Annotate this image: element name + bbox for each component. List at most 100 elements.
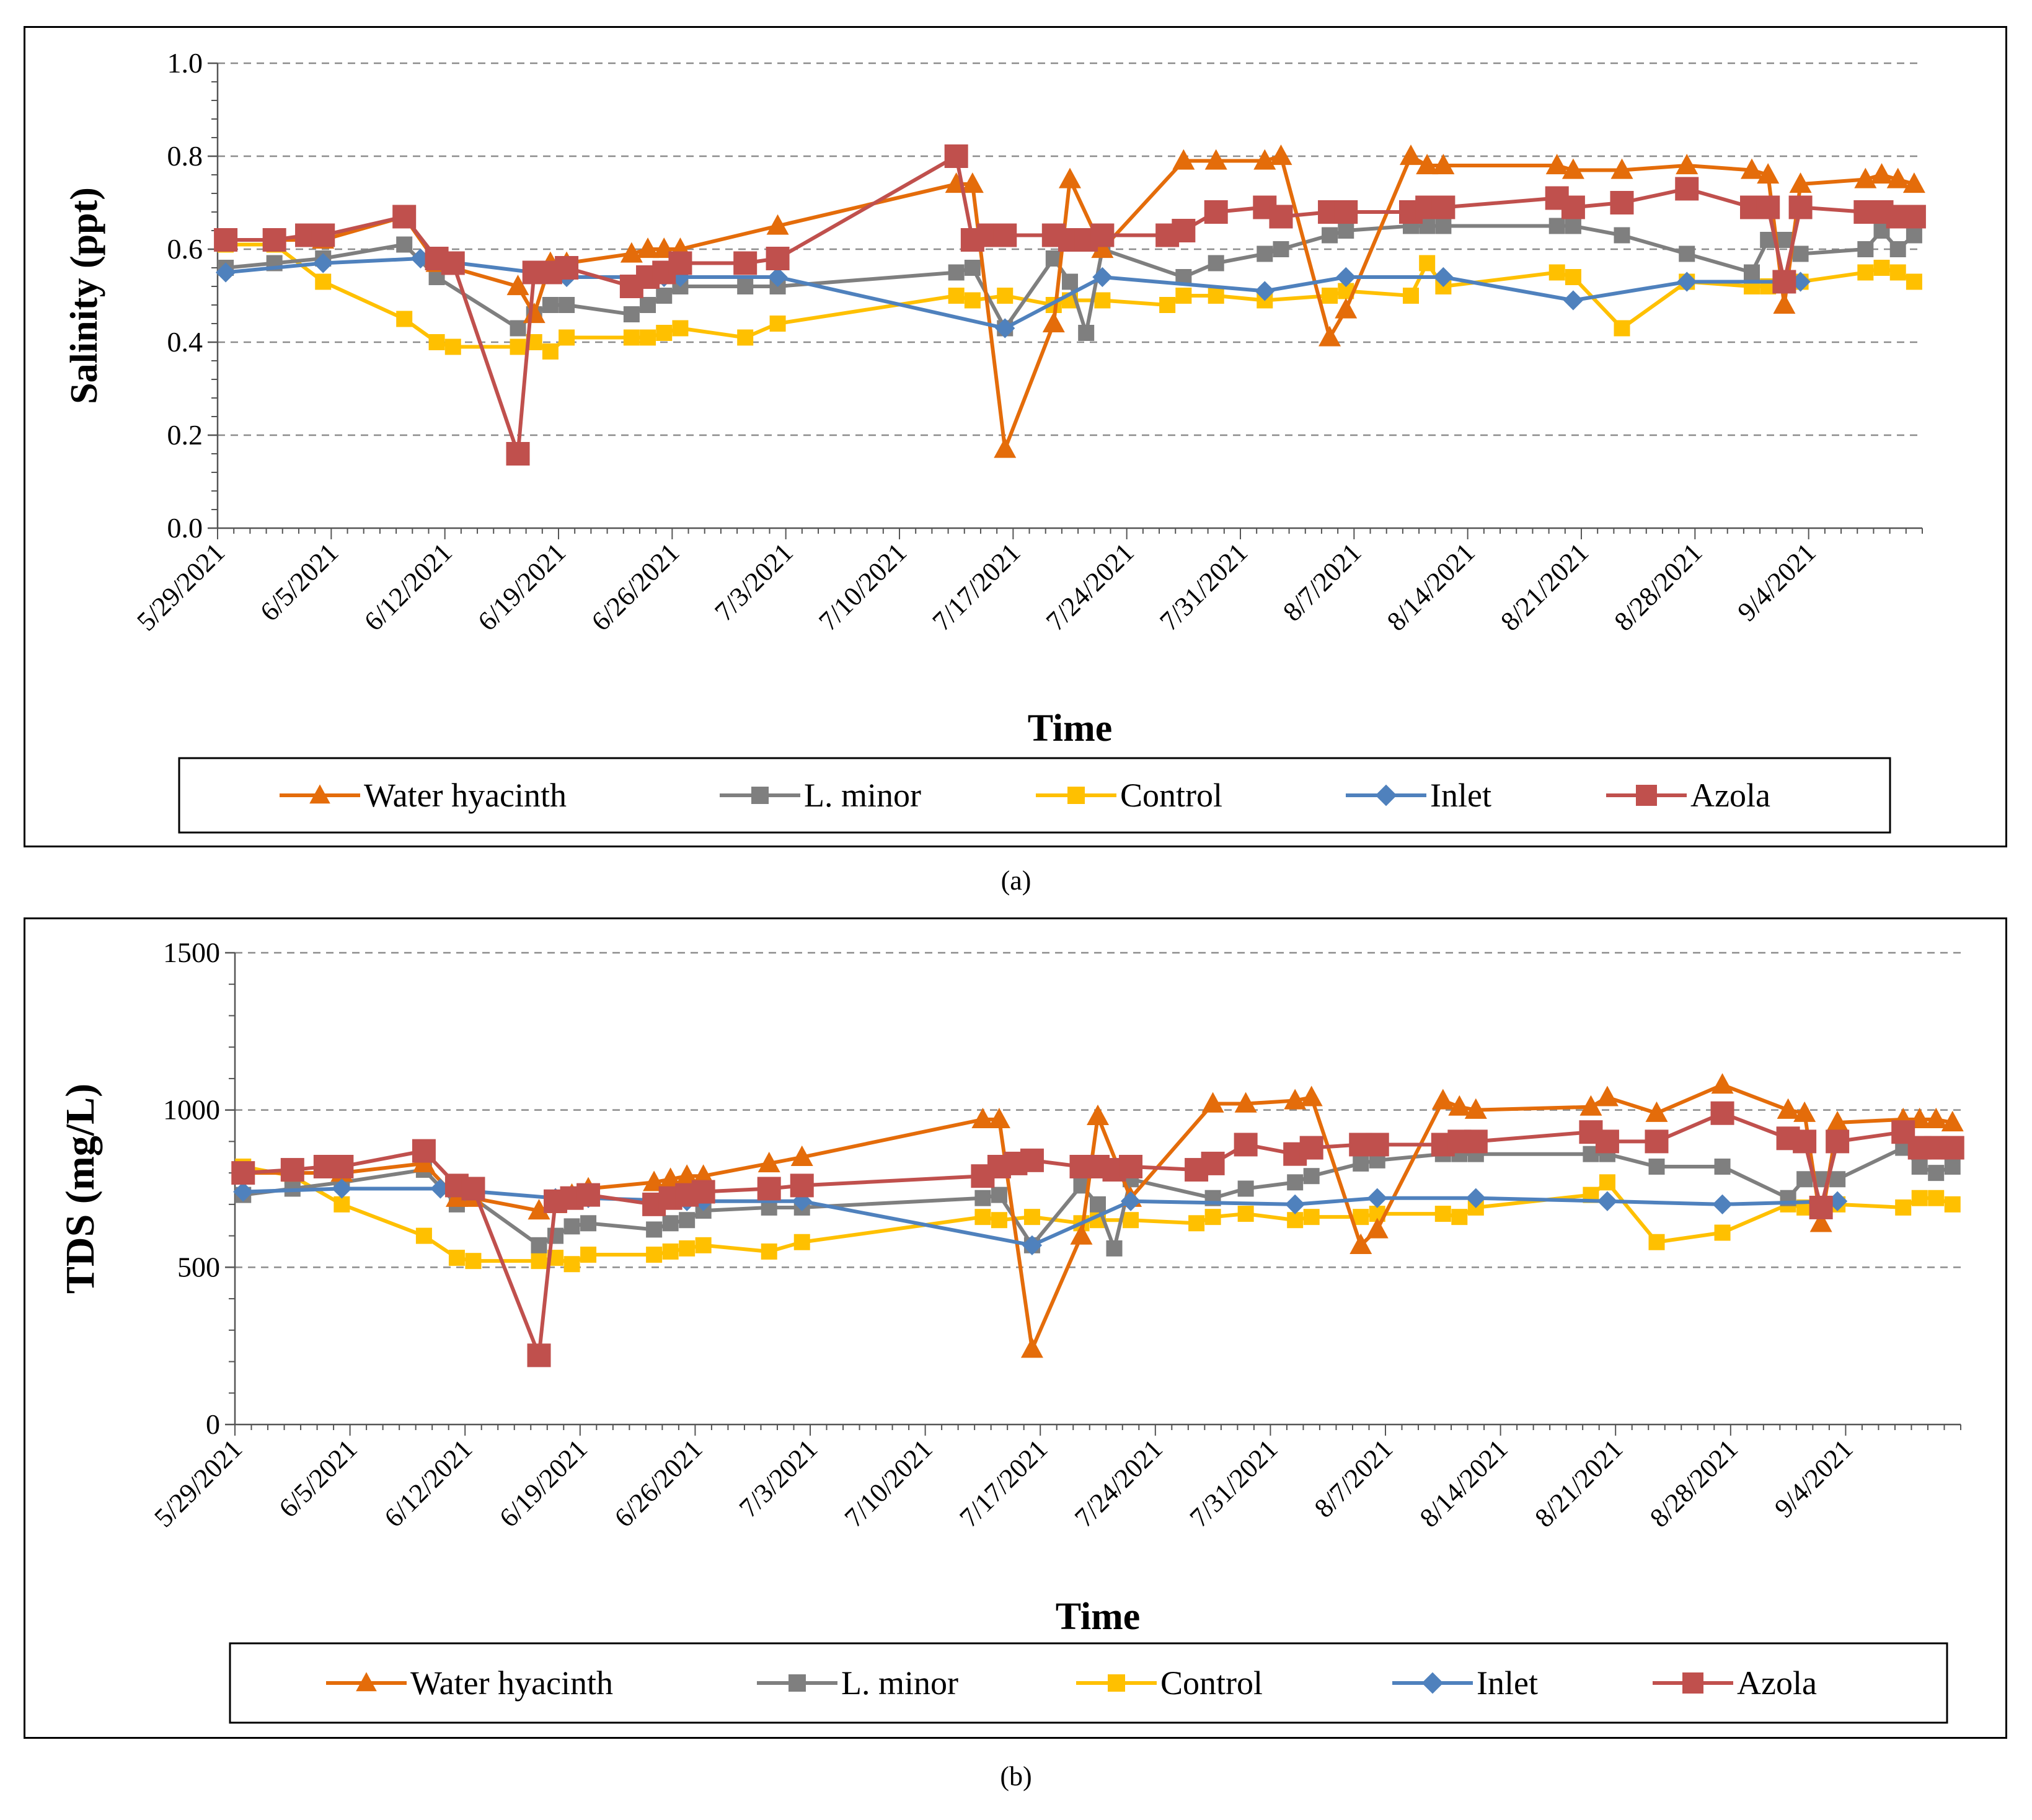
salinity-point-water-hyacinth bbox=[1886, 167, 1909, 188]
tds-point-azola bbox=[1201, 1151, 1225, 1175]
tds-point-water-hyacinth bbox=[1596, 1085, 1619, 1107]
tds-point-l-minor bbox=[1090, 1196, 1106, 1213]
tds-y-tick-label: 500 bbox=[177, 1251, 220, 1283]
tds-point-l-minor bbox=[1944, 1158, 1961, 1175]
caption-a: (a) bbox=[1001, 865, 1031, 896]
salinity-chart: 0.0 0.2 0.4 0.6 0.8 1.0 5/29/2021 6/5/2021 6/12/… bbox=[63, 47, 1926, 834]
tds-point-l-minor bbox=[1911, 1158, 1928, 1175]
salinity-point-control bbox=[640, 329, 656, 346]
tds-point-azola bbox=[1940, 1136, 1964, 1160]
salinity-point-control bbox=[948, 288, 965, 304]
tds-point-control bbox=[1204, 1209, 1221, 1226]
tds-point-water-hyacinth bbox=[1020, 1337, 1043, 1358]
tds-point-inlet bbox=[1022, 1235, 1043, 1255]
tds-y-axis-title: TDS (mg/L) bbox=[58, 1084, 103, 1294]
salinity-point-control bbox=[428, 334, 445, 350]
tds-point-azola bbox=[1793, 1129, 1817, 1154]
tds-point-azola bbox=[576, 1183, 601, 1207]
salinity-point-control bbox=[1403, 288, 1419, 304]
salinity-y-tick-label: 0.6 bbox=[167, 233, 203, 265]
tds-point-control bbox=[580, 1247, 597, 1263]
tds-point-control bbox=[991, 1212, 1007, 1229]
salinity-point-l-minor bbox=[1792, 245, 1809, 262]
tds-point-control bbox=[1023, 1209, 1040, 1226]
tds-point-control bbox=[695, 1237, 712, 1253]
tds-point-water-hyacinth bbox=[1070, 1224, 1093, 1245]
salinity-point-water-hyacinth bbox=[1172, 149, 1195, 170]
tds-point-control bbox=[761, 1243, 777, 1260]
tds-point-l-minor bbox=[662, 1215, 679, 1232]
tds-point-l-minor bbox=[1303, 1168, 1320, 1185]
tds-point-azola bbox=[1119, 1154, 1143, 1178]
tds-point-azola bbox=[330, 1154, 354, 1178]
tds-point-azola bbox=[790, 1173, 814, 1198]
salinity-legend-marker-l-minor bbox=[751, 787, 769, 804]
salinity-legend-marker-inlet bbox=[1375, 784, 1397, 806]
tds-point-inlet bbox=[1285, 1194, 1305, 1214]
salinity-point-water-hyacinth bbox=[1757, 163, 1780, 184]
salinity-x-tick-label: 7/3/2021 bbox=[709, 537, 798, 627]
salinity-point-azola bbox=[506, 442, 530, 466]
salinity-point-azola bbox=[555, 256, 579, 280]
tds-point-water-hyacinth bbox=[1448, 1095, 1471, 1116]
salinity-y-tick-label: 0.8 bbox=[167, 140, 203, 172]
tds-point-water-hyacinth bbox=[1809, 1211, 1832, 1232]
tds-point-azola bbox=[461, 1177, 485, 1201]
salinity-point-control bbox=[997, 288, 1014, 304]
tds-legend-label-azola: Azola bbox=[1737, 1664, 1817, 1702]
salinity-point-water-hyacinth bbox=[506, 275, 529, 296]
salinity-point-water-hyacinth bbox=[1773, 293, 1796, 314]
tds-point-l-minor bbox=[991, 1186, 1007, 1203]
tds-x-tick-label: 9/4/2021 bbox=[1769, 1433, 1858, 1523]
tds-point-azola bbox=[527, 1343, 551, 1367]
salinity-point-water-hyacinth bbox=[1432, 154, 1455, 175]
salinity-point-control bbox=[559, 329, 575, 346]
tds-point-azola bbox=[1826, 1129, 1850, 1154]
tds-point-azola bbox=[1020, 1148, 1044, 1172]
tds-legend-marker-control bbox=[1108, 1674, 1125, 1692]
salinity-point-water-hyacinth bbox=[1270, 144, 1292, 166]
salinity-x-tick-label: 6/12/2021 bbox=[358, 537, 458, 637]
salinity-point-inlet bbox=[1255, 281, 1275, 301]
salinity-point-control bbox=[510, 338, 526, 355]
tds-point-l-minor bbox=[1928, 1165, 1945, 1182]
salinity-point-azola bbox=[1090, 223, 1115, 247]
salinity-point-azola bbox=[1610, 191, 1634, 214]
tds-point-control bbox=[974, 1209, 991, 1226]
salinity-point-water-hyacinth bbox=[1789, 172, 1812, 193]
tds-x-tick-label: 8/21/2021 bbox=[1529, 1433, 1628, 1533]
tds-point-water-hyacinth bbox=[1777, 1098, 1800, 1119]
tds-point-water-hyacinth bbox=[1711, 1073, 1734, 1094]
salinity-x-tick-label: 7/24/2021 bbox=[1040, 537, 1140, 637]
tds-x-tick-label: 7/24/2021 bbox=[1069, 1433, 1168, 1533]
salinity-point-inlet bbox=[1336, 267, 1356, 288]
salinity-point-l-minor bbox=[1548, 218, 1565, 234]
salinity-y-tick-label: 0.0 bbox=[167, 512, 203, 544]
salinity-point-water-hyacinth bbox=[1059, 167, 1081, 188]
tds-point-control bbox=[1188, 1215, 1205, 1232]
tds-point-control bbox=[465, 1253, 482, 1270]
salinity-point-control bbox=[1175, 288, 1192, 304]
tds-legend-label-l-minor: L. minor bbox=[841, 1664, 958, 1702]
salinity-point-l-minor bbox=[1257, 245, 1273, 262]
salinity-point-l-minor bbox=[1062, 273, 1078, 290]
salinity-point-azola bbox=[944, 144, 968, 168]
salinity-point-control bbox=[623, 329, 640, 346]
salinity-point-azola bbox=[1756, 195, 1780, 219]
tds-point-water-hyacinth bbox=[528, 1199, 550, 1220]
salinity-point-l-minor bbox=[1435, 218, 1452, 234]
tds-x-tick-label: 6/5/2021 bbox=[273, 1433, 363, 1523]
tds-point-azola bbox=[1299, 1136, 1323, 1160]
salinity-x-tick-label: 8/14/2021 bbox=[1381, 537, 1481, 637]
tds-point-l-minor bbox=[646, 1221, 663, 1238]
tds-point-azola bbox=[1365, 1133, 1389, 1157]
salinity-point-water-hyacinth bbox=[1870, 163, 1893, 184]
salinity-point-azola bbox=[262, 228, 286, 252]
salinity-point-control bbox=[737, 329, 754, 346]
salinity-point-control bbox=[315, 273, 332, 290]
tds-legend-label-water-hyacinth: Water hyacinth bbox=[410, 1664, 613, 1702]
salinity-point-l-minor bbox=[1776, 232, 1793, 248]
salinity-point-l-minor bbox=[1906, 227, 1922, 244]
salinity-point-inlet bbox=[215, 262, 236, 283]
tds-point-inlet bbox=[1367, 1188, 1387, 1208]
